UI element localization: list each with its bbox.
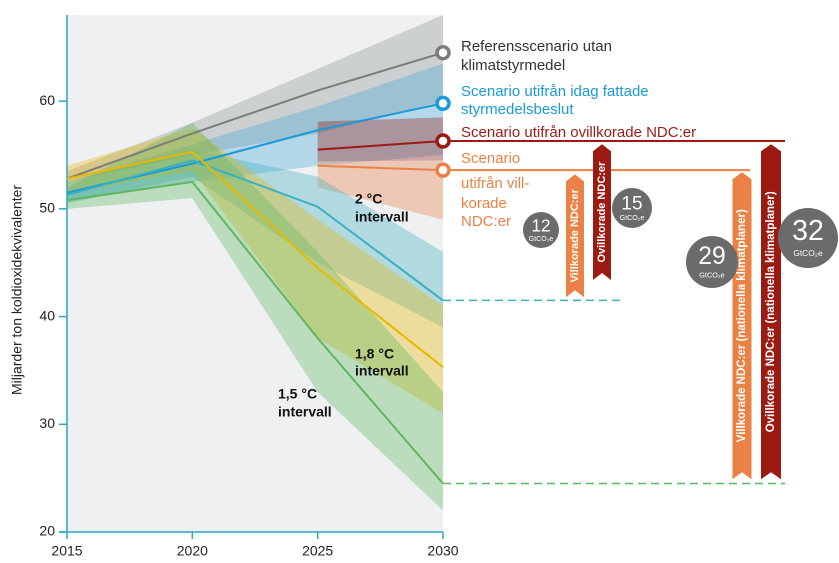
- series-label: 1,5 °C: [278, 386, 317, 402]
- series-label: NDC:er: [461, 213, 511, 230]
- band: [67, 149, 443, 328]
- gap-label: Villkorade NDC:er: [569, 188, 581, 282]
- series-label: styrmedelsbeslut: [461, 101, 574, 118]
- gap-unit: GtCO₂e: [529, 236, 554, 243]
- gap-value: 12: [531, 216, 550, 235]
- line: [66, 159, 444, 302]
- band: [67, 128, 443, 414]
- gap-unit: GtCO₂e: [699, 270, 724, 279]
- y-tick-label: 30: [39, 415, 55, 431]
- series-label: intervall: [278, 404, 332, 420]
- series-label: Scenario utifrån idag fattade: [461, 83, 649, 100]
- gap-bar: [732, 172, 752, 480]
- gap-value: 15: [621, 193, 642, 214]
- series-label: intervall: [355, 209, 409, 225]
- gap-label: Ovillkorade NDC:er (nationella klimatpla…: [765, 191, 777, 432]
- end-marker: [435, 162, 451, 178]
- line: [317, 164, 444, 172]
- y-tick-label: 60: [39, 92, 55, 108]
- gap-circle: [612, 188, 652, 228]
- x-tick-label: 2030: [427, 543, 458, 559]
- series-label: korade: [461, 195, 507, 212]
- gap-value: 32: [792, 215, 824, 247]
- series-label: 1,8 °C: [355, 346, 394, 362]
- gap-unit: GtCO₂e: [793, 248, 823, 258]
- end-marker: [435, 95, 451, 112]
- x-tick-label: 2025: [302, 543, 333, 559]
- gap-unit: GtCO₂e: [620, 215, 645, 222]
- y-tick-label: 40: [39, 307, 55, 323]
- series-label: Scenario utifrån ovillkorade NDC:er: [461, 124, 696, 141]
- line: [66, 180, 444, 485]
- series-label: klimatstyrmedel: [461, 57, 565, 74]
- series-label: 2 °C: [355, 191, 382, 207]
- y-tick-label: 50: [39, 200, 55, 216]
- gap-label: Ovillkorade NDC:er: [596, 161, 608, 263]
- gap-bar: [566, 174, 584, 298]
- gap-bar: [761, 144, 781, 480]
- line: [66, 51, 444, 180]
- band: [67, 15, 443, 182]
- gap-value: 29: [698, 243, 725, 270]
- gap-circle: [686, 236, 738, 288]
- y-axis-label: Miljarder ton koldioxidekvivalenter: [9, 185, 25, 395]
- end-marker: [435, 133, 451, 149]
- band: [67, 122, 443, 511]
- series-label: intervall: [355, 363, 409, 379]
- band: [67, 63, 443, 201]
- line: [66, 150, 444, 368]
- x-tick-label: 2015: [51, 543, 82, 559]
- line: [317, 140, 444, 151]
- gap-bar: [593, 144, 611, 280]
- x-tick-label: 2020: [177, 543, 208, 559]
- gap-circle: [523, 212, 559, 248]
- plot-background: [67, 15, 443, 532]
- band: [317, 160, 443, 220]
- series-label: utifrån vill-: [461, 175, 529, 192]
- gap-label: Villkorade NDC:er (nationella klimatplan…: [736, 209, 748, 442]
- series-label: Scenario: [461, 150, 520, 167]
- end-marker: [435, 44, 451, 61]
- series-label: Referensscenario utan: [461, 38, 612, 55]
- gap-circle: [778, 208, 838, 268]
- band: [317, 117, 443, 162]
- y-tick-label: 20: [39, 523, 55, 539]
